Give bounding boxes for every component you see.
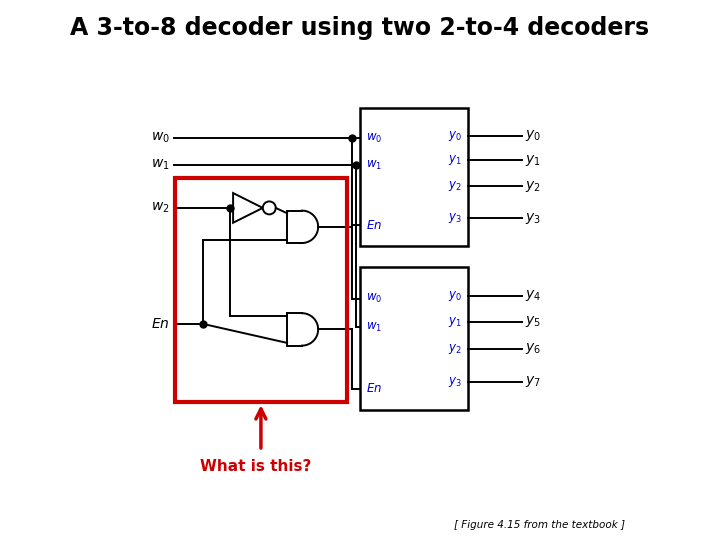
Text: $y_5$: $y_5$ [525, 314, 541, 329]
Text: $w_0$: $w_0$ [366, 292, 383, 305]
Text: $y_1$: $y_1$ [448, 315, 462, 329]
Text: $En$: $En$ [151, 317, 170, 331]
Text: $w_0$: $w_0$ [151, 131, 170, 145]
Text: $y_3$: $y_3$ [448, 211, 462, 225]
Text: $w_1$: $w_1$ [366, 321, 382, 334]
Text: $y_7$: $y_7$ [525, 374, 541, 389]
Text: $y_4$: $y_4$ [525, 288, 541, 303]
Text: $w_1$: $w_1$ [366, 159, 382, 172]
Text: [ Figure 4.15 from the textbook ]: [ Figure 4.15 from the textbook ] [454, 520, 625, 530]
Text: $y_0$: $y_0$ [525, 128, 541, 143]
Bar [360, 108, 468, 246]
Text: $y_6$: $y_6$ [525, 341, 541, 356]
Text: $y_0$: $y_0$ [448, 289, 462, 303]
Text: $y_3$: $y_3$ [525, 211, 541, 226]
Text: $y_2$: $y_2$ [448, 342, 462, 356]
Text: $y_0$: $y_0$ [448, 129, 462, 143]
Text: $En$: $En$ [366, 219, 382, 232]
Text: $y_2$: $y_2$ [448, 179, 462, 193]
Text: $y_1$: $y_1$ [525, 153, 541, 168]
Text: $w_0$: $w_0$ [366, 132, 383, 145]
Text: $y_2$: $y_2$ [525, 179, 541, 194]
Bar [360, 267, 468, 410]
Text: $w_2$: $w_2$ [151, 201, 170, 215]
Text: A 3-to-8 decoder using two 2-to-4 decoders: A 3-to-8 decoder using two 2-to-4 decode… [71, 16, 649, 40]
Text: $En$: $En$ [366, 382, 382, 395]
Text: $y_3$: $y_3$ [448, 375, 462, 389]
Text: What is this?: What is this? [200, 459, 311, 474]
Text: $y_1$: $y_1$ [448, 153, 462, 167]
Text: $w_1$: $w_1$ [151, 158, 170, 172]
Bar [176, 178, 346, 402]
